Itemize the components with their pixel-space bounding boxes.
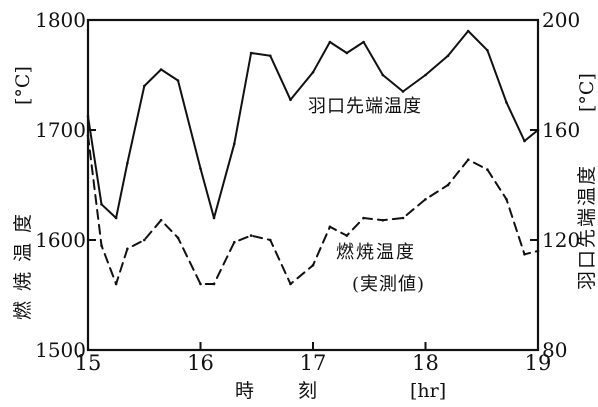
series-0-point <box>401 90 405 93</box>
series-1-point <box>199 282 202 286</box>
series-1-point <box>466 158 470 161</box>
series-1-point <box>269 238 272 242</box>
series-0-point <box>212 216 216 220</box>
right-axis-label: 羽口先端温度 <box>576 164 598 290</box>
solid-series-line <box>87 30 539 219</box>
series-0-point <box>381 73 385 77</box>
series-0-point <box>362 40 365 44</box>
series-1-point <box>159 218 163 222</box>
series-0-point <box>159 68 163 71</box>
series-0-point <box>114 216 118 220</box>
series-0-point <box>249 51 253 55</box>
x-axis-tick-label: 17 <box>300 351 327 375</box>
series-0-point <box>446 54 450 58</box>
series-0-point <box>100 203 103 206</box>
series-1-point <box>249 234 253 237</box>
series-0-point <box>289 98 292 102</box>
series-1-point <box>536 249 540 253</box>
series-1-point <box>424 198 427 201</box>
series-0-point <box>86 115 90 118</box>
series-0-point <box>345 51 349 55</box>
solid-curve-label: 羽口先端温度 <box>308 96 422 117</box>
series-1-point <box>381 218 385 222</box>
series-1-point <box>212 282 216 286</box>
series-1-point <box>114 282 118 286</box>
dashed-curve-label: 燃焼温度 <box>336 242 416 263</box>
dashed-curve-sublabel: (実測値) <box>352 274 425 295</box>
right-axis-tick-label: 80 <box>542 338 567 362</box>
series-1-point <box>311 264 315 267</box>
left-axis-tick-label: 1600 <box>35 228 86 252</box>
left-axis-tick-label: 1500 <box>35 338 86 362</box>
series-1-point <box>523 253 526 256</box>
left-axis-label: 燃焼温度 <box>12 204 34 320</box>
x-axis-tick-label: 19 <box>525 351 552 375</box>
series-1-point <box>100 244 103 247</box>
series-0-point <box>233 142 236 146</box>
series-0-point <box>126 161 129 165</box>
series-0-point <box>269 54 272 58</box>
series-1-point <box>505 198 508 201</box>
x-axis-unit: [hr] <box>410 380 446 402</box>
axis-ticks: 1500 1600 1700 1800 80 120 160 200 15 16 17 18 19 <box>35 8 580 375</box>
series-0-point <box>328 40 332 44</box>
dashed-series-line <box>87 134 539 285</box>
series-1-point <box>401 216 405 220</box>
plot-frame <box>86 18 540 352</box>
series-0-point <box>536 128 540 132</box>
series-1-point <box>289 282 292 286</box>
x-axis-tick-label: 18 <box>412 351 439 375</box>
series-1-point <box>345 234 349 237</box>
series-0-point <box>466 29 470 33</box>
x-axis-tick-label: 15 <box>75 351 102 375</box>
left-axis-unit: [°C] <box>12 66 34 105</box>
right-axis-tick-label: 120 <box>542 228 580 252</box>
series-1-point <box>126 247 129 251</box>
series-1-point <box>362 216 365 220</box>
series-1-point <box>233 240 236 244</box>
series-1-point <box>176 236 180 240</box>
series-0-point <box>176 79 180 82</box>
series-0-point <box>486 49 489 52</box>
x-axis-title: 時 刻 [hr] <box>235 380 446 402</box>
series-0-point <box>505 101 508 104</box>
plot-area: 1500 1600 1700 1800 80 120 160 200 15 16 17 18 19 <box>35 8 580 375</box>
left-axis-tick-label: 1700 <box>35 118 86 142</box>
series-0-point <box>523 139 526 143</box>
x-axis-label: 時 刻 <box>235 380 319 402</box>
series-1-point <box>86 134 90 137</box>
right-axis-title: 羽口先端温度 [°C] <box>576 73 598 290</box>
series-0-point <box>143 84 146 88</box>
left-axis-tick-label: 1800 <box>35 8 86 32</box>
series-0-point <box>424 73 427 77</box>
data-curves <box>86 29 540 286</box>
right-axis-unit: [°C] <box>576 73 598 112</box>
series-0-point <box>199 167 202 170</box>
series-1-point <box>446 183 450 187</box>
series-1-point <box>486 168 489 171</box>
series-0-point <box>311 71 315 74</box>
series-1-point <box>328 225 332 229</box>
left-axis-title: 燃焼温度 [°C] <box>12 66 34 320</box>
series-1-point <box>143 238 146 242</box>
x-axis-tick-label: 16 <box>187 351 214 375</box>
right-axis-tick-label: 200 <box>542 8 580 32</box>
right-axis-tick-label: 160 <box>542 118 580 142</box>
